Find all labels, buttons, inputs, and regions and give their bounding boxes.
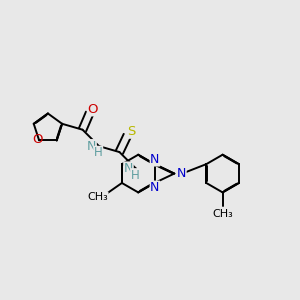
Text: H: H <box>131 169 140 182</box>
Text: CH₃: CH₃ <box>87 192 108 202</box>
Text: N: N <box>150 181 160 194</box>
Text: O: O <box>32 133 43 146</box>
Text: H: H <box>94 146 103 159</box>
Text: O: O <box>88 103 98 116</box>
Text: N: N <box>177 167 186 180</box>
Text: N: N <box>87 140 96 153</box>
Text: CH₃: CH₃ <box>212 209 233 219</box>
Text: N: N <box>150 153 160 166</box>
Text: N: N <box>124 162 133 175</box>
Text: S: S <box>127 125 135 138</box>
